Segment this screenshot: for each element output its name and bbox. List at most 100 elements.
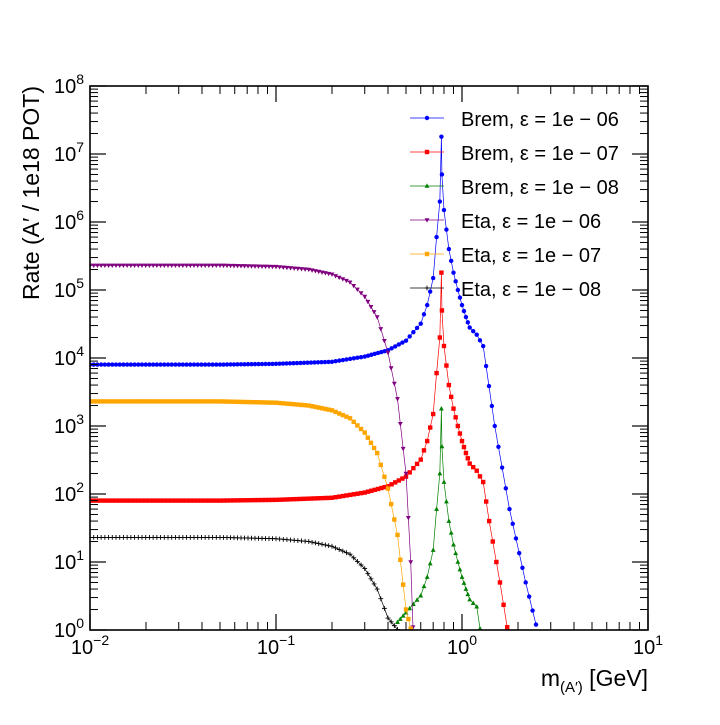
data-point: [295, 402, 301, 407]
data-point: [365, 435, 371, 440]
data-point: [459, 438, 465, 444]
data-point: [210, 498, 215, 503]
data-point: [455, 559, 461, 564]
data-point: [362, 566, 368, 571]
data-point: [235, 362, 240, 367]
data-point: [309, 539, 315, 545]
data-point: [372, 487, 377, 493]
data-point: [340, 412, 346, 418]
data-point: [238, 399, 244, 405]
data-point: [337, 494, 342, 499]
data-point: [158, 263, 163, 269]
data-point: [176, 399, 182, 404]
data-point: [98, 362, 104, 367]
data-point: [451, 406, 456, 411]
data-point: [453, 550, 459, 556]
data-point: [427, 289, 433, 294]
data-point: [513, 536, 519, 541]
data-point: [132, 498, 137, 503]
data-point: [294, 496, 300, 502]
data-point: [461, 308, 467, 314]
data-point: [199, 498, 204, 503]
data-point: [173, 399, 178, 404]
data-point: [202, 263, 208, 269]
data-point: [206, 263, 212, 269]
data-point: [154, 263, 160, 269]
axes-layer: 10−2 10−1 100 101 100 101 102 103 104 105 106 107 10…: [54, 71, 663, 659]
data-point: [113, 263, 119, 269]
data-point: [329, 359, 335, 364]
data-point: [302, 403, 308, 408]
data-point: [411, 329, 416, 335]
data-point: [165, 498, 171, 503]
data-point: [162, 362, 167, 367]
data-point: [407, 470, 412, 475]
data-point: [315, 496, 321, 501]
data-point: [158, 399, 163, 404]
data-point: [184, 362, 189, 367]
data-point: [418, 457, 423, 462]
data-point: [139, 362, 145, 367]
data-point: [407, 334, 412, 339]
data-point: [273, 400, 279, 405]
data-point: [214, 362, 219, 367]
data-point: [102, 263, 108, 269]
data-point: [270, 400, 275, 405]
data-point: [365, 489, 371, 494]
data-point: [150, 399, 156, 404]
data-point: [150, 263, 156, 269]
data-point: [459, 302, 465, 308]
data-point: [210, 399, 215, 404]
data-point: [102, 399, 108, 404]
data-point: [312, 360, 317, 365]
data-point: [188, 498, 193, 503]
data-point: [396, 342, 401, 347]
data-point: [336, 275, 342, 281]
data-point: [263, 400, 268, 405]
data-point: [180, 399, 186, 404]
data-point: [299, 402, 304, 408]
data-point: [392, 517, 397, 522]
data-point: [379, 485, 384, 491]
data-point: [418, 593, 424, 598]
data-point: [344, 357, 349, 362]
data-point: [109, 263, 115, 269]
data-point: [477, 625, 483, 630]
data-point: [389, 482, 394, 487]
data-point: [221, 399, 226, 404]
data-point: [206, 399, 212, 404]
data-point: [113, 362, 119, 367]
data-point: [221, 498, 226, 503]
data-point: [430, 547, 436, 552]
data-point: [284, 265, 290, 271]
data-point: [326, 543, 332, 549]
data-point: [526, 594, 532, 599]
data-point: [124, 263, 130, 269]
data-point: [382, 348, 387, 354]
data-point: [480, 343, 486, 349]
data-point: [400, 446, 406, 452]
data-point: [530, 608, 535, 613]
data-point: [421, 448, 427, 453]
data-point: [385, 484, 391, 489]
data-point: [165, 399, 171, 404]
data-point: [249, 264, 254, 269]
data-point: [489, 403, 495, 409]
data-point: [169, 498, 174, 503]
data-point: [191, 263, 197, 269]
legend-swatch-marker: [424, 285, 430, 291]
data-point: [231, 498, 237, 503]
data-point: [306, 539, 312, 544]
data-point: [188, 362, 193, 367]
data-point: [408, 560, 414, 565]
data-point: [301, 360, 307, 366]
data-point: [188, 399, 193, 404]
data-point: [213, 263, 219, 269]
data-point: [457, 295, 463, 300]
data-point: [308, 496, 314, 501]
data-point: [375, 350, 381, 356]
data-point: [358, 426, 364, 432]
data-point: [505, 624, 510, 630]
data-point: [451, 542, 456, 547]
